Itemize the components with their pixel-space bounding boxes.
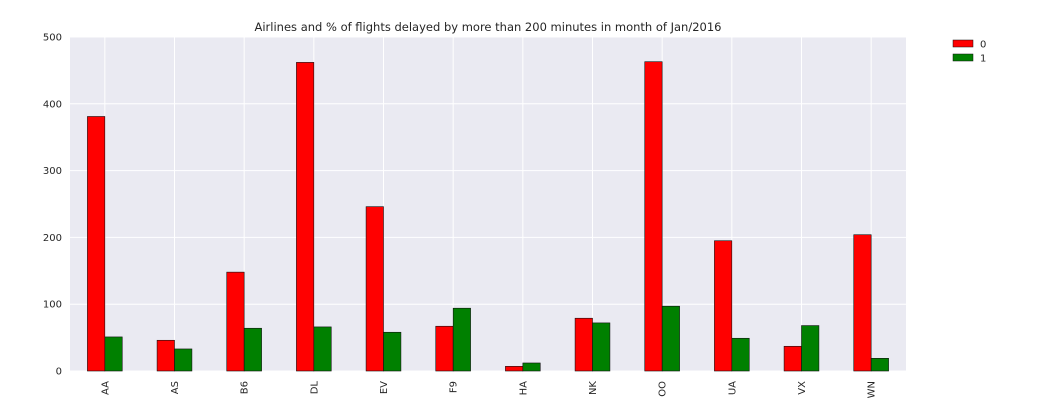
chart-title: Airlines and % of flights delayed by mor… [255, 20, 722, 34]
x-tick-label: EV [379, 381, 390, 394]
bar-AA-series-0 [87, 116, 106, 372]
x-tick-label: AS [170, 381, 181, 394]
bar-B6-series-1 [243, 327, 262, 372]
bar-DL-series-1 [313, 326, 332, 372]
bar-UA-series-1 [731, 337, 750, 372]
plot-area [70, 37, 906, 371]
legend-label-0: 0 [980, 40, 986, 51]
bar-EV-series-1 [383, 331, 402, 372]
legend-label-1: 1 [980, 54, 986, 65]
y-tick-label: 0 [56, 367, 62, 378]
bar-B6-series-0 [226, 271, 245, 372]
bar-AS-series-1 [174, 348, 193, 372]
bar-WN-series-1 [870, 358, 889, 372]
bar-OO-series-0 [644, 61, 663, 372]
y-tick-label: 400 [43, 99, 62, 110]
bars [87, 61, 889, 372]
bar-UA-series-0 [714, 240, 733, 372]
x-tick-label: UA [727, 381, 738, 395]
x-tick-label: DL [309, 381, 320, 395]
bar-AA-series-1 [104, 336, 123, 372]
bar-NK-series-0 [574, 317, 593, 372]
y-axis: 0 100 200 300 400 500 [43, 33, 62, 378]
bar-HA-series-1 [522, 362, 541, 372]
x-tick-label: VX [797, 381, 808, 395]
bar-VX-series-1 [801, 325, 820, 372]
bar-OO-series-1 [661, 305, 680, 372]
y-tick-label: 100 [43, 300, 62, 311]
bar-WN-series-0 [853, 234, 872, 372]
bar-F9-series-0 [435, 325, 454, 372]
x-tick-label: HA [518, 381, 529, 396]
x-axis: AA AS B6 DL EV F9 HA NK OO UA VX WN [100, 381, 877, 399]
legend-swatch-1 [952, 53, 974, 62]
bar-NK-series-1 [592, 322, 611, 372]
y-tick-label: 200 [43, 233, 62, 244]
bar-F9-series-1 [452, 307, 471, 372]
grid-lines [70, 36, 906, 372]
bar-VX-series-0 [783, 345, 802, 372]
x-tick-label: F9 [449, 381, 460, 393]
legend: 01 [952, 39, 986, 65]
y-tick-label: 500 [43, 33, 62, 44]
bar-DL-series-0 [296, 62, 315, 372]
y-tick-label: 300 [43, 166, 62, 177]
x-tick-label: NK [588, 381, 599, 395]
legend-swatch-0 [952, 39, 974, 48]
bar-EV-series-0 [365, 206, 384, 372]
x-tick-label: AA [100, 381, 111, 395]
bar-AS-series-0 [156, 339, 175, 372]
bar-HA-series-0 [505, 366, 524, 372]
x-tick-label: WN [867, 381, 878, 398]
x-tick-label: B6 [240, 381, 251, 394]
x-tick-label: OO [658, 381, 669, 397]
